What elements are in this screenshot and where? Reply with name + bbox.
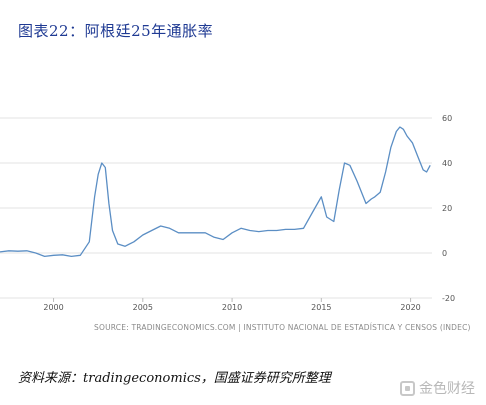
y-tick-label: 20 [442,204,452,213]
source-note: SOURCE: TRADINGECONOMICS.COM | INSTITUTO… [94,323,471,332]
x-tick-label: 2015 [311,303,331,312]
watermark: 金色财经 [400,378,475,398]
x-axis-tick-labels: 2000 2005 2010 2015 2020 [43,303,420,312]
footer-source-text: 资料来源：tradingeconomics，国盛证券研究所整理 [18,371,331,386]
chart-title: 图表22：阿根廷25年通胀率 [18,22,214,40]
y-tick-label: 0 [442,249,447,258]
series-line-inflation [0,126,431,258]
series-layer [0,126,431,258]
gridlines [0,117,432,302]
watermark-logo-icon [400,380,415,396]
x-tick-label: 2020 [400,303,420,312]
x-tick-label: 2005 [133,303,153,312]
x-tick-label: 2010 [222,303,242,312]
y-tick-label: 40 [442,159,452,168]
y-tick-label: -20 [442,294,455,303]
watermark-text: 金色财经 [419,381,475,397]
x-tick-label: 2000 [43,303,63,312]
y-tick-label: 60 [442,114,452,123]
y-axis-tick-labels: 60 40 20 0 -20 [442,114,455,303]
